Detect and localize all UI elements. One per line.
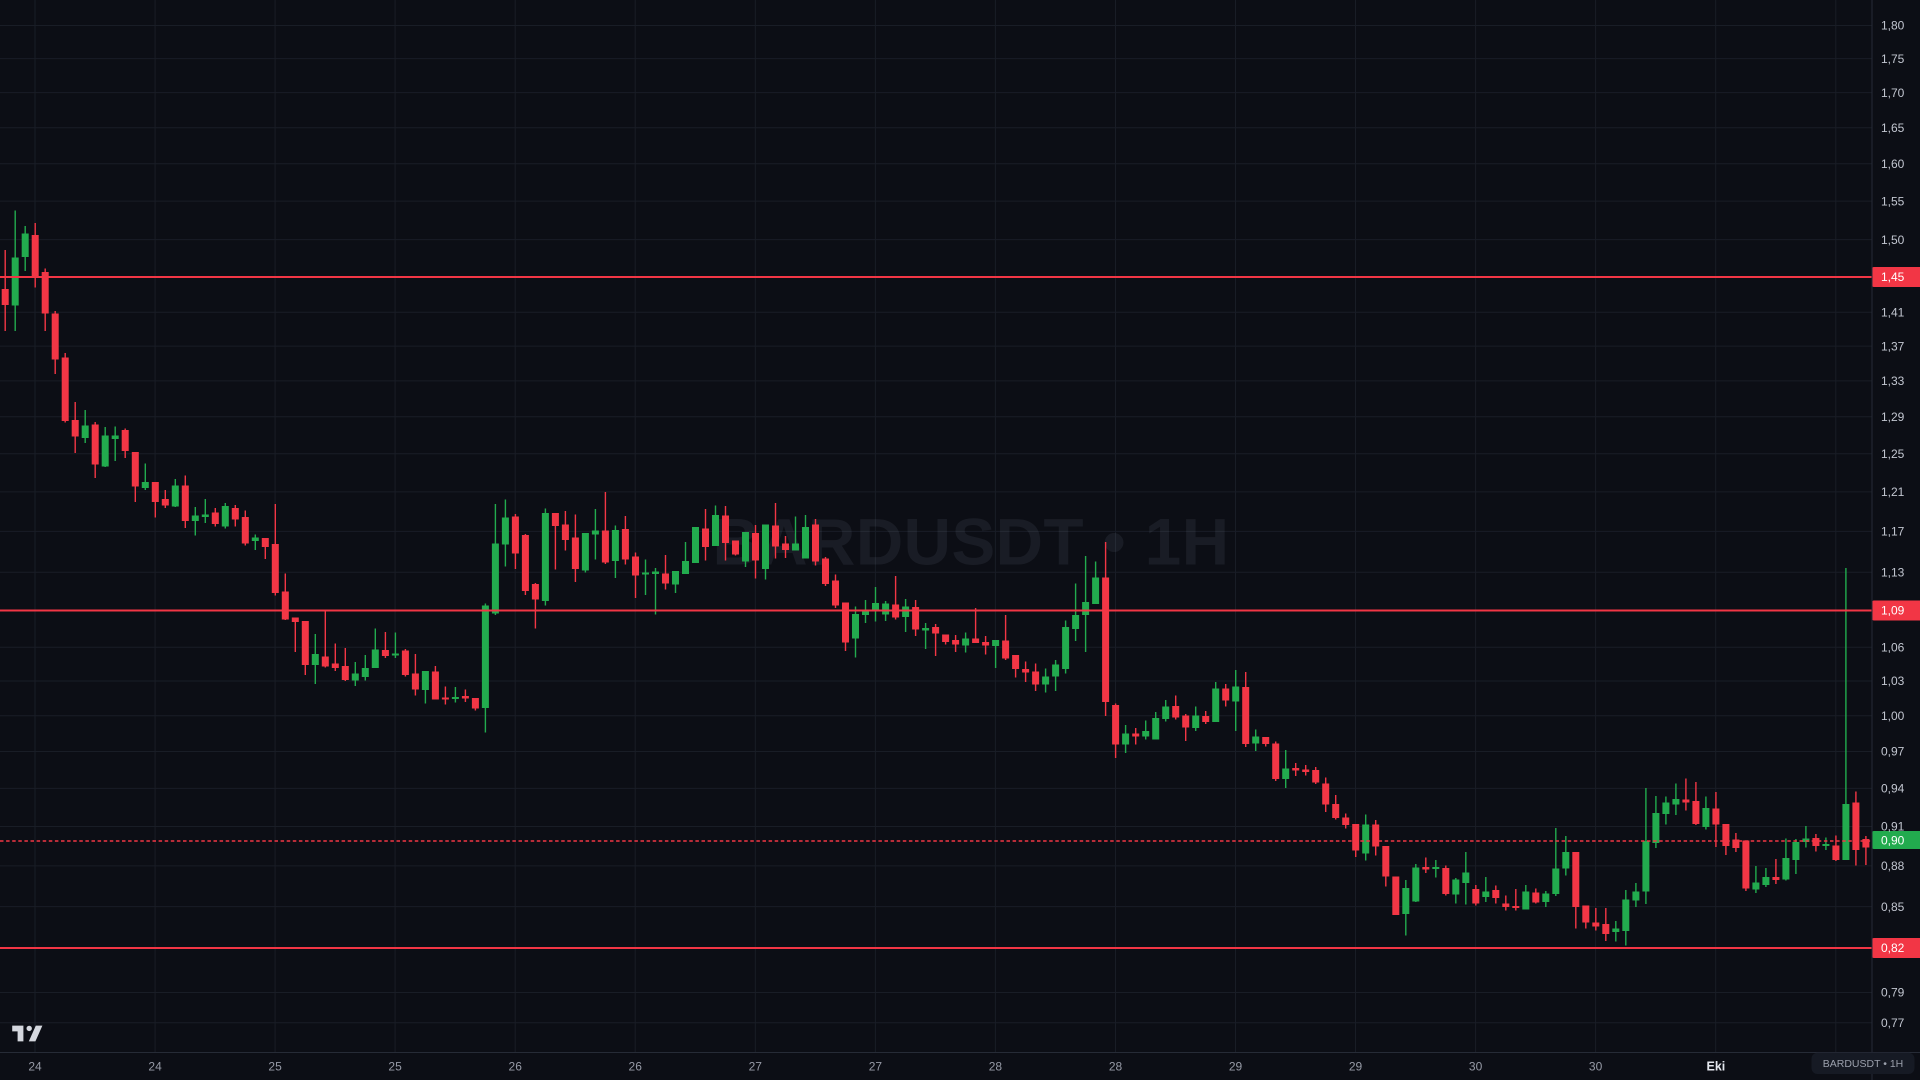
svg-text:0,79: 0,79 bbox=[1881, 986, 1905, 1000]
svg-text:26: 26 bbox=[509, 1060, 523, 1074]
svg-text:30: 30 bbox=[1589, 1060, 1603, 1074]
svg-text:1,65: 1,65 bbox=[1881, 121, 1905, 135]
svg-text:25: 25 bbox=[388, 1060, 402, 1074]
svg-text:1,33: 1,33 bbox=[1881, 374, 1905, 388]
svg-text:0,90: 0,90 bbox=[1881, 833, 1905, 847]
svg-text:28: 28 bbox=[989, 1060, 1003, 1074]
svg-text:0,97: 0,97 bbox=[1881, 745, 1905, 759]
svg-text:1,17: 1,17 bbox=[1881, 525, 1905, 539]
svg-text:1,29: 1,29 bbox=[1881, 410, 1905, 424]
svg-text:BARDUSDT • 1H: BARDUSDT • 1H bbox=[1823, 1058, 1904, 1070]
svg-text:1,13: 1,13 bbox=[1881, 565, 1905, 579]
svg-text:1,80: 1,80 bbox=[1881, 19, 1905, 33]
svg-text:0,91: 0,91 bbox=[1881, 820, 1905, 834]
svg-text:1,03: 1,03 bbox=[1881, 674, 1905, 688]
svg-text:1,37: 1,37 bbox=[1881, 339, 1905, 353]
svg-text:1,50: 1,50 bbox=[1881, 233, 1905, 247]
svg-text:24: 24 bbox=[148, 1060, 162, 1074]
svg-text:26: 26 bbox=[629, 1060, 643, 1074]
svg-text:24: 24 bbox=[28, 1060, 42, 1074]
svg-text:1,60: 1,60 bbox=[1881, 157, 1905, 171]
svg-text:BARDUSDT • 1H: BARDUSDT • 1H bbox=[712, 506, 1229, 579]
svg-text:1,75: 1,75 bbox=[1881, 52, 1905, 66]
svg-text:1,55: 1,55 bbox=[1881, 194, 1905, 208]
svg-text:1,45: 1,45 bbox=[1881, 270, 1905, 284]
svg-text:1,41: 1,41 bbox=[1881, 306, 1905, 320]
svg-text:1,25: 1,25 bbox=[1881, 447, 1905, 461]
svg-text:1,21: 1,21 bbox=[1881, 485, 1905, 499]
svg-text:29: 29 bbox=[1349, 1060, 1363, 1074]
svg-text:25: 25 bbox=[268, 1060, 282, 1074]
svg-text:0,82: 0,82 bbox=[1881, 941, 1905, 955]
svg-text:27: 27 bbox=[869, 1060, 883, 1074]
svg-text:Eki: Eki bbox=[1707, 1060, 1726, 1074]
svg-text:27: 27 bbox=[749, 1060, 763, 1074]
svg-text:30: 30 bbox=[1469, 1060, 1483, 1074]
svg-text:1,00: 1,00 bbox=[1881, 709, 1905, 723]
svg-text:0,77: 0,77 bbox=[1881, 1016, 1905, 1030]
svg-text:28: 28 bbox=[1109, 1060, 1123, 1074]
svg-text:29: 29 bbox=[1229, 1060, 1243, 1074]
svg-text:1,09: 1,09 bbox=[1881, 604, 1905, 618]
svg-text:0,94: 0,94 bbox=[1881, 782, 1905, 796]
svg-text:0,85: 0,85 bbox=[1881, 900, 1905, 914]
svg-text:0,88: 0,88 bbox=[1881, 859, 1905, 873]
svg-text:1,06: 1,06 bbox=[1881, 641, 1905, 655]
svg-text:1,70: 1,70 bbox=[1881, 86, 1905, 100]
